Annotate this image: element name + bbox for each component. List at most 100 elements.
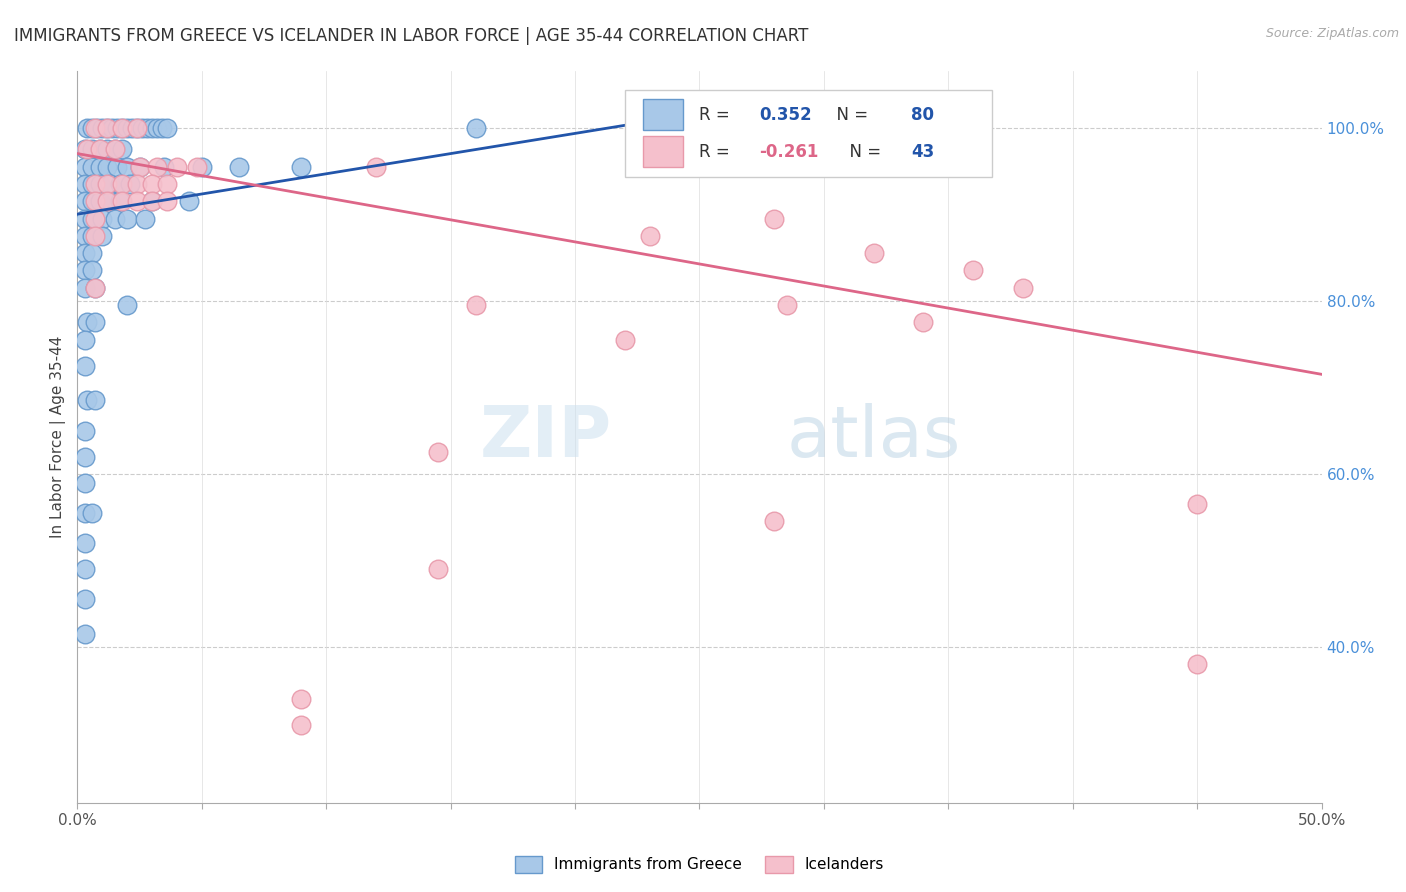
Point (96, 120, 118, 135)
Point (73, 194, 96, 209)
Point (111, 120, 134, 135)
Point (73, 424, 96, 438)
Point (76, 120, 98, 135)
Point (82, 263, 104, 277)
Point (83, 228, 105, 243)
Text: IMMIGRANTS FROM GREECE VS ICELANDER IN LABOR FORCE | AGE 35-44 CORRELATION CHART: IMMIGRANTS FROM GREECE VS ICELANDER IN L… (14, 27, 808, 45)
Point (83, 281, 105, 295)
Text: R =: R = (700, 105, 735, 123)
Point (89, 177, 111, 191)
Point (156, 177, 179, 191)
Point (763, 211, 786, 226)
Point (290, 718, 312, 732)
Point (73, 592, 96, 607)
Point (83, 393, 105, 408)
Point (613, 333, 636, 347)
Point (179, 194, 201, 209)
Point (125, 120, 148, 135)
Point (83, 281, 105, 295)
Point (73, 562, 96, 576)
Point (111, 120, 134, 135)
Point (962, 263, 984, 277)
Point (108, 194, 131, 209)
Point (73, 142, 96, 156)
Point (91, 228, 114, 243)
Point (73, 281, 96, 295)
Text: R =: R = (700, 143, 735, 161)
Point (82, 228, 104, 243)
Point (73, 536, 96, 550)
Point (464, 120, 486, 135)
Point (125, 177, 148, 191)
Bar (644, 136, 683, 167)
Point (83, 120, 105, 135)
Point (82, 194, 104, 209)
Point (105, 160, 128, 174)
Point (427, 562, 450, 576)
Y-axis label: In Labor Force | Age 35-44: In Labor Force | Age 35-44 (51, 336, 66, 538)
Point (73, 475, 96, 490)
Point (111, 177, 134, 191)
Point (73, 177, 96, 191)
Point (862, 246, 884, 260)
Point (104, 211, 127, 226)
Point (131, 120, 153, 135)
Point (111, 194, 134, 209)
Point (912, 315, 935, 329)
Point (128, 160, 150, 174)
Point (108, 177, 131, 191)
Point (73, 211, 96, 226)
Point (73, 228, 96, 243)
Point (111, 142, 134, 156)
Text: -0.261: -0.261 (759, 143, 818, 161)
Point (150, 120, 173, 135)
Point (134, 211, 156, 226)
Text: 0.352: 0.352 (759, 105, 811, 123)
Text: 43: 43 (911, 143, 934, 161)
Point (82, 246, 104, 260)
Text: N =: N = (827, 105, 873, 123)
Point (141, 177, 163, 191)
Point (364, 160, 387, 174)
Point (166, 160, 188, 174)
Point (91, 120, 114, 135)
Point (146, 120, 169, 135)
Point (96, 120, 118, 135)
Point (101, 120, 124, 135)
Point (115, 211, 138, 226)
Text: atlas: atlas (786, 402, 960, 472)
Point (290, 692, 312, 706)
Point (89, 160, 111, 174)
Point (141, 194, 163, 209)
Point (91, 211, 114, 226)
Point (104, 142, 127, 156)
Point (73, 263, 96, 277)
Point (290, 160, 312, 174)
Point (115, 160, 138, 174)
Point (191, 160, 214, 174)
Point (73, 450, 96, 464)
Point (136, 120, 159, 135)
Point (96, 194, 118, 209)
Point (1187, 497, 1209, 511)
Point (763, 515, 786, 529)
Point (83, 211, 105, 226)
Point (96, 177, 118, 191)
Text: 80: 80 (911, 105, 934, 123)
Point (73, 627, 96, 641)
Point (96, 160, 118, 174)
Point (98, 177, 121, 191)
Point (83, 315, 105, 329)
Point (73, 333, 96, 347)
Point (73, 160, 96, 174)
Point (427, 445, 450, 459)
Point (141, 120, 163, 135)
Point (141, 194, 163, 209)
Point (128, 160, 150, 174)
Point (1187, 657, 1209, 672)
Point (115, 298, 138, 312)
Legend: Immigrants from Greece, Icelanders: Immigrants from Greece, Icelanders (509, 849, 890, 880)
Bar (624, 90, 991, 178)
Point (82, 506, 104, 520)
Point (82, 120, 104, 135)
